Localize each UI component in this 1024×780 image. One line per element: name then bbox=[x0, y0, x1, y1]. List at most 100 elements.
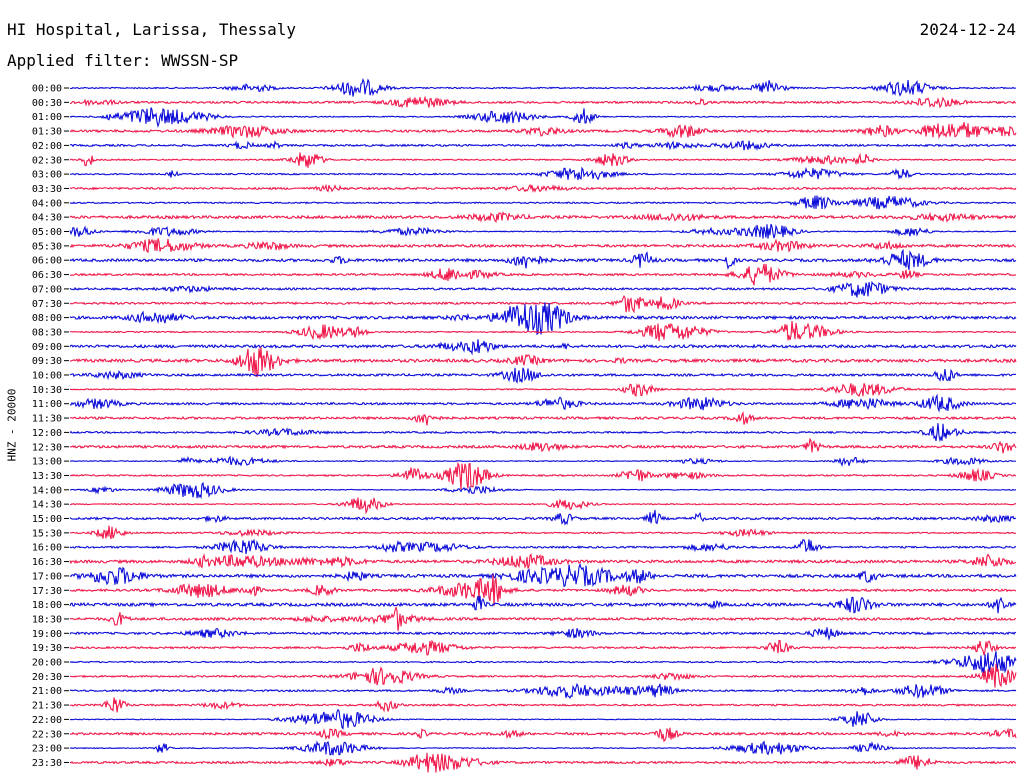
seismic-trace bbox=[69, 248, 1017, 270]
time-label: 10:30 bbox=[32, 385, 62, 396]
seismic-trace bbox=[69, 238, 1017, 254]
time-label: 23:00 bbox=[32, 744, 62, 755]
seismic-trace bbox=[69, 423, 1017, 443]
time-label: 02:30 bbox=[32, 155, 62, 166]
seismic-trace bbox=[69, 339, 1017, 356]
seismic-trace bbox=[69, 538, 1017, 555]
seismic-trace bbox=[69, 553, 1017, 569]
seismic-trace bbox=[69, 280, 1017, 298]
seismic-trace bbox=[69, 347, 1017, 378]
time-label: 22:00 bbox=[32, 715, 62, 726]
time-label: 05:00 bbox=[32, 227, 62, 238]
time-label: 04:00 bbox=[32, 198, 62, 209]
seismic-trace bbox=[69, 595, 1017, 614]
time-label: 13:30 bbox=[32, 471, 62, 482]
seismic-trace bbox=[69, 562, 1017, 588]
time-label: 15:00 bbox=[32, 514, 62, 525]
seismic-trace bbox=[69, 639, 1017, 656]
seismic-trace bbox=[69, 411, 1017, 426]
time-label: 07:00 bbox=[32, 284, 62, 295]
seismic-trace bbox=[69, 481, 1017, 500]
time-label: 12:30 bbox=[32, 442, 62, 453]
seismic-trace bbox=[69, 166, 1017, 181]
seismic-trace bbox=[69, 740, 1017, 756]
time-label: 16:30 bbox=[32, 557, 62, 568]
seismic-trace bbox=[69, 727, 1017, 743]
seismic-trace bbox=[69, 183, 1017, 193]
seismic-trace bbox=[69, 605, 1017, 631]
seismic-trace bbox=[69, 210, 1017, 223]
seismic-trace bbox=[69, 574, 1016, 607]
time-label: 00:00 bbox=[32, 84, 62, 95]
time-label: 18:00 bbox=[32, 600, 62, 611]
time-label: 15:30 bbox=[32, 528, 62, 539]
time-label: 04:30 bbox=[32, 213, 62, 224]
time-label: 17:00 bbox=[32, 571, 62, 582]
time-label: 02:00 bbox=[32, 141, 62, 152]
seismic-trace bbox=[69, 263, 1017, 286]
seismic-trace bbox=[69, 223, 1017, 239]
time-label: 08:00 bbox=[32, 313, 62, 324]
seismic-trace bbox=[69, 627, 1017, 641]
time-label: 01:00 bbox=[32, 112, 62, 123]
seismic-trace bbox=[69, 95, 1017, 109]
time-label: 03:30 bbox=[32, 184, 62, 195]
seismic-trace bbox=[69, 140, 1017, 151]
seismic-trace bbox=[69, 497, 1017, 515]
seismic-trace bbox=[69, 455, 1017, 467]
time-label: 06:30 bbox=[32, 270, 62, 281]
time-label: 16:00 bbox=[32, 543, 62, 554]
seismic-trace bbox=[69, 682, 1017, 700]
seismic-trace bbox=[69, 663, 1017, 688]
seismic-trace bbox=[69, 752, 1017, 773]
time-label: 10:00 bbox=[32, 371, 62, 382]
time-label: 19:30 bbox=[32, 643, 62, 654]
time-label: 12:00 bbox=[32, 428, 62, 439]
seismic-trace bbox=[69, 295, 1017, 314]
time-label: 11:30 bbox=[32, 414, 62, 425]
seismic-trace bbox=[69, 437, 1017, 454]
seismic-trace bbox=[69, 651, 1017, 674]
seismic-trace bbox=[69, 708, 1017, 730]
seismic-trace bbox=[69, 302, 1017, 336]
time-label: 05:30 bbox=[32, 241, 62, 252]
time-label: 21:30 bbox=[32, 701, 62, 712]
time-label: 22:30 bbox=[32, 729, 62, 740]
time-label: 18:30 bbox=[32, 614, 62, 625]
time-label: 20:00 bbox=[32, 658, 62, 669]
time-label: 09:00 bbox=[32, 342, 62, 353]
seismic-trace bbox=[69, 320, 1017, 342]
seismic-trace bbox=[69, 367, 1017, 384]
seismic-trace bbox=[69, 393, 1017, 413]
time-label: 06:00 bbox=[32, 256, 62, 267]
seismic-trace bbox=[69, 461, 1017, 490]
time-label: 21:00 bbox=[32, 686, 62, 697]
seismic-trace bbox=[69, 107, 1017, 128]
seismic-trace bbox=[69, 525, 1017, 540]
time-label: 20:30 bbox=[32, 672, 62, 683]
seismic-trace bbox=[69, 509, 1017, 526]
seismic-trace bbox=[69, 697, 1017, 713]
time-label: 23:30 bbox=[32, 758, 62, 769]
time-label: 08:30 bbox=[32, 327, 62, 338]
time-label: 17:30 bbox=[32, 586, 62, 597]
seismic-trace bbox=[69, 78, 1017, 97]
time-label: 00:30 bbox=[32, 98, 62, 109]
time-label: 14:30 bbox=[32, 500, 62, 511]
seismic-trace bbox=[69, 152, 1017, 168]
seismic-trace bbox=[69, 382, 1017, 398]
time-label: 01:30 bbox=[32, 127, 62, 138]
seismic-trace bbox=[69, 195, 1017, 210]
time-label: 03:00 bbox=[32, 170, 62, 181]
time-label: 09:30 bbox=[32, 356, 62, 367]
filter-label: Applied filter: WWSSN-SP bbox=[7, 51, 239, 70]
time-label: 14:00 bbox=[32, 485, 62, 496]
station-title: HI Hospital, Larissa, Thessaly bbox=[7, 20, 296, 39]
plot-date: 2024-12-24 bbox=[919, 20, 1016, 39]
time-label: 07:30 bbox=[32, 299, 62, 310]
time-label: 19:00 bbox=[32, 629, 62, 640]
seismic-trace bbox=[69, 122, 1017, 139]
time-label: 13:00 bbox=[32, 457, 62, 468]
time-label: 11:00 bbox=[32, 399, 62, 410]
